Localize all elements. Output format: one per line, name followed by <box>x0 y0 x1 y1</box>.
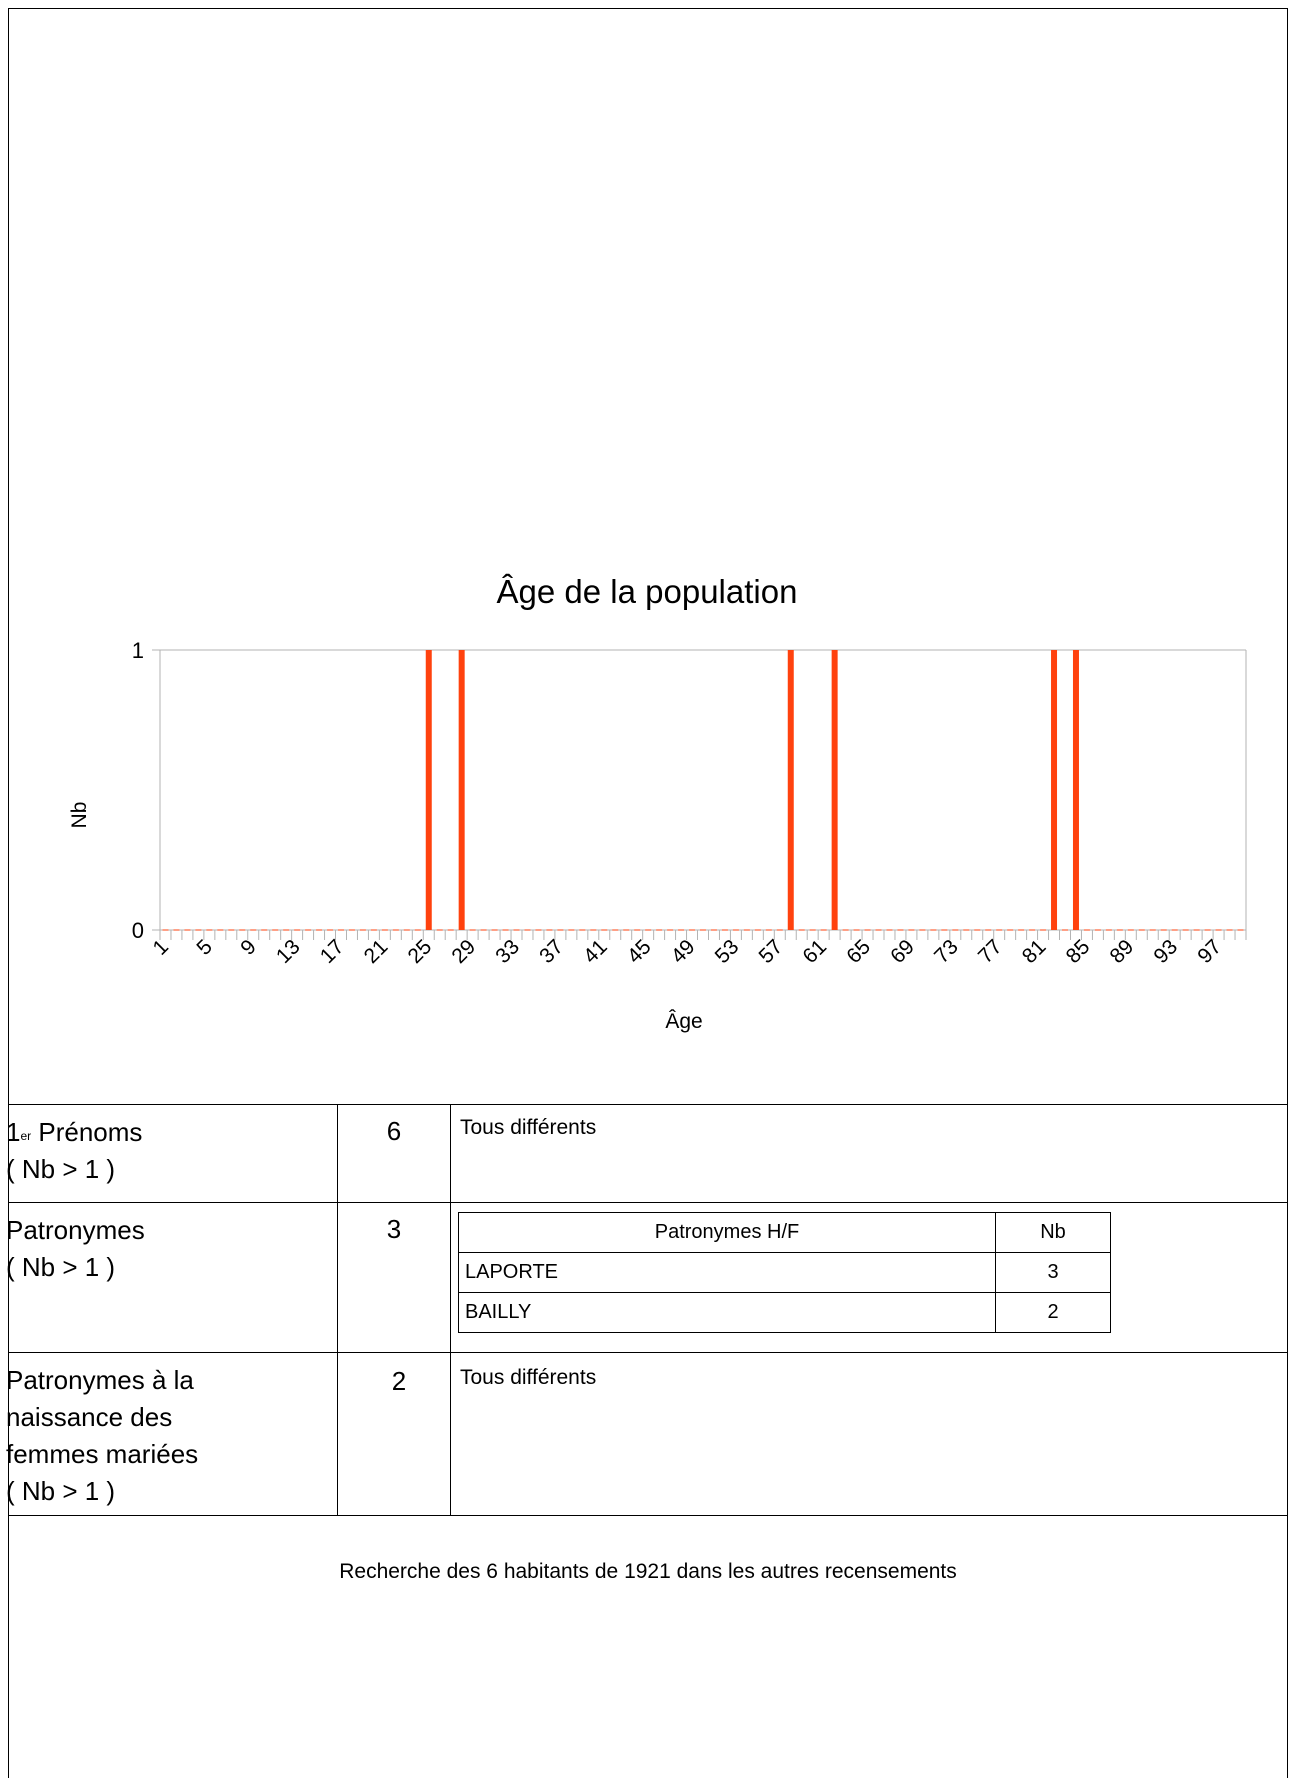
x-tick-label: 33 <box>491 935 524 968</box>
subtable-name: BAILLY <box>458 1292 996 1333</box>
row-footer <box>8 1515 1288 1516</box>
x-tick-label: 9 <box>236 935 261 960</box>
subtable-nb: 2 <box>995 1292 1111 1333</box>
prenoms-label: 1er Prénoms ( Nb > 1 ) <box>6 1114 142 1188</box>
x-tick-label: 53 <box>711 935 744 968</box>
subtable-nb: 3 <box>995 1252 1111 1293</box>
row-patronymes <box>8 1202 1288 1203</box>
prenoms-detail: Tous différents <box>460 1116 597 1139</box>
x-tick-label: 49 <box>667 935 700 968</box>
row-naissance <box>8 1352 1288 1353</box>
bar <box>458 650 465 930</box>
page-frame <box>8 8 1288 1778</box>
naissance-condition: ( Nb > 1 ) <box>6 1476 116 1506</box>
x-tick-label: 65 <box>842 935 875 968</box>
subtable-header: Patronymes H/F Nb <box>458 1212 1111 1253</box>
patronymes-subtable: Patronymes H/F Nb LAPORTE 3 BAILLY 2 <box>458 1212 1111 1333</box>
patronymes-condition: ( Nb > 1 ) <box>6 1252 116 1282</box>
patronymes-label: Patronymes ( Nb > 1 ) <box>6 1212 145 1286</box>
x-tick-label: 85 <box>1062 935 1095 968</box>
subtable-header-nb: Nb <box>995 1212 1111 1253</box>
patronymes-count: 3 <box>386 1214 402 1244</box>
bar <box>831 650 838 930</box>
naissance-count: 2 <box>391 1366 407 1396</box>
x-tick-label: 41 <box>579 935 612 968</box>
row-prenoms <box>8 1104 1288 1105</box>
prenoms-count: 6 <box>386 1116 402 1146</box>
x-tick-label: 13 <box>272 935 305 968</box>
x-tick-label: 5 <box>192 935 217 960</box>
x-tick-label: 25 <box>404 935 437 968</box>
bar <box>787 650 794 930</box>
x-axis-label: Âge <box>665 1010 702 1033</box>
x-tick-label: 69 <box>886 935 919 968</box>
bar <box>1051 650 1058 930</box>
plot-area: 011 5 9 13 17 21 25 29 33 37 41 45 49 53 57 61 65 69 73 77 8… <box>132 638 1247 968</box>
y-tick-label: 0 <box>132 918 144 943</box>
x-tick-label: 89 <box>1106 935 1139 968</box>
x-tick-label: 61 <box>798 935 831 968</box>
column-divider-1 <box>337 1104 338 1516</box>
x-tick-label: 97 <box>1193 935 1226 968</box>
x-tick-label: 73 <box>930 935 963 968</box>
x-tick-label: 57 <box>755 935 788 968</box>
naissance-detail: Tous différents <box>460 1366 597 1389</box>
subtable-name: LAPORTE <box>458 1252 996 1293</box>
x-tick-label: 21 <box>360 935 393 968</box>
x-tick-label: 29 <box>447 935 480 968</box>
bar <box>425 650 432 930</box>
x-tick-label: 93 <box>1149 935 1182 968</box>
age-chart: Âge de la population Nb Âge 011 5 9 13 17 21 2… <box>68 573 1247 1033</box>
x-tick-label: 45 <box>623 935 656 968</box>
table-row: BAILLY 2 <box>458 1292 1111 1333</box>
x-tick-label: 1 <box>148 935 173 960</box>
footer-text: Recherche des 6 habitants de 1921 dans l… <box>339 1560 957 1583</box>
y-axis-label: Nb <box>68 802 91 829</box>
table-row: LAPORTE 3 <box>458 1252 1111 1293</box>
bar <box>1072 650 1079 930</box>
x-tick-label: 37 <box>535 935 568 968</box>
x-tick-label: 17 <box>316 935 349 968</box>
prenoms-condition: ( Nb > 1 ) <box>6 1154 116 1184</box>
x-tick-label: 77 <box>974 935 1007 968</box>
chart-title: Âge de la population <box>497 573 798 610</box>
naissance-label: Patronymes à la naissance des femmes mar… <box>6 1362 198 1510</box>
y-tick-label: 1 <box>132 638 144 663</box>
column-divider-2 <box>450 1104 451 1516</box>
subtable-header-name: Patronymes H/F <box>458 1212 996 1253</box>
x-tick-label: 81 <box>1018 935 1051 968</box>
